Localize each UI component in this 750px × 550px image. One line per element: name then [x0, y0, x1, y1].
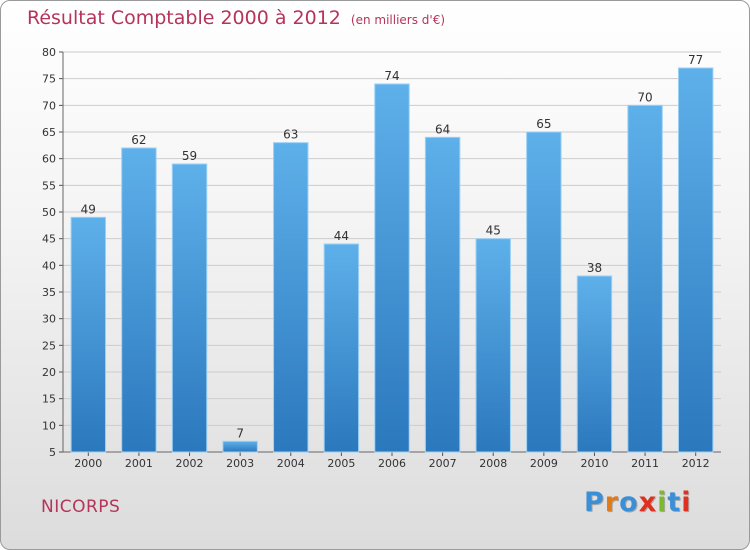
y-tick-label: 20	[42, 366, 56, 379]
logo-letter: P	[584, 487, 605, 518]
bar-2011	[627, 104, 663, 453]
logo-letter: t	[667, 487, 682, 518]
data-label-2007: 64	[435, 122, 450, 136]
chart-title: Résultat Comptable 2000 à 2012	[27, 7, 341, 29]
chart-subtitle: (en milliers d'€)	[350, 13, 446, 27]
data-label-2006: 74	[384, 69, 399, 83]
x-tick-label-2007: 2007	[429, 457, 457, 470]
y-tick-label: 50	[42, 206, 56, 219]
x-tick-label-2002: 2002	[176, 457, 204, 470]
logo-letter: i	[657, 487, 668, 518]
x-tick-label-2001: 2001	[125, 457, 153, 470]
y-tick-label: 15	[42, 393, 56, 406]
y-tick-label: 65	[42, 126, 56, 139]
data-label-2005: 44	[334, 229, 349, 243]
bar-2010	[576, 275, 613, 453]
data-label-2011: 70	[637, 90, 652, 104]
bar-2012	[677, 67, 714, 453]
data-label-2000: 49	[81, 202, 96, 216]
chart-title-row: Résultat Comptable 2000 à 2012 (en millie…	[27, 7, 445, 29]
x-tick-label-2009: 2009	[530, 457, 558, 470]
data-labels: 49 62 59 7 63 44 74 64 45 65 38 70 77	[81, 53, 704, 440]
y-tick-label: 70	[42, 99, 56, 112]
bar-2001	[121, 147, 157, 453]
y-tick-label: 5	[49, 446, 56, 459]
y-tick-label: 25	[42, 339, 56, 352]
logo-letter: x	[638, 487, 658, 518]
bar-2005	[323, 243, 360, 453]
bar-2006	[374, 83, 410, 453]
axes: 5 10 15 20 25 30 35 40 45 50 55 60 65 70 75 80 2000 2001 2…	[42, 46, 721, 470]
y-tick-label: 80	[42, 46, 56, 59]
y-tick-label: 35	[42, 286, 56, 299]
data-label-2012: 77	[688, 53, 703, 67]
y-tick-label: 30	[42, 313, 56, 326]
y-tick-label: 45	[42, 233, 56, 246]
bars	[70, 67, 714, 453]
x-tick-label-2011: 2011	[631, 457, 659, 470]
x-tick-label-2004: 2004	[277, 457, 305, 470]
data-label-2009: 65	[536, 117, 551, 131]
data-label-2008: 45	[486, 224, 501, 238]
x-tick-label-2010: 2010	[580, 457, 608, 470]
bar-2002	[171, 163, 208, 453]
x-tick-label-2003: 2003	[226, 457, 254, 470]
proxiti-logo: Proxiti	[584, 487, 692, 518]
y-tick-label: 40	[42, 259, 56, 272]
city-name: NICORPS	[41, 497, 121, 517]
bar-2000	[70, 216, 107, 453]
x-tick-label-2008: 2008	[479, 457, 507, 470]
bar-2004	[273, 142, 309, 453]
y-tick-label: 60	[42, 153, 56, 166]
data-label-2010: 38	[587, 261, 602, 275]
bar-2003	[222, 440, 258, 453]
x-tick-label-2006: 2006	[378, 457, 406, 470]
data-label-2001: 62	[131, 133, 146, 147]
bar-2009	[526, 131, 562, 453]
logo-letter: r	[604, 487, 620, 518]
x-tick-label-2012: 2012	[682, 457, 710, 470]
y-tick-label: 55	[42, 179, 56, 192]
x-tick-label-2005: 2005	[327, 457, 355, 470]
data-label-2002: 59	[182, 149, 197, 163]
data-label-2004: 63	[283, 128, 298, 142]
bar-2007	[424, 136, 461, 453]
x-tick-label-2000: 2000	[74, 457, 102, 470]
y-tick-label: 10	[42, 419, 56, 432]
data-label-2003: 7	[236, 426, 244, 440]
y-tick-label: 75	[42, 73, 56, 86]
logo-letter: i	[681, 487, 692, 518]
bar-2008	[475, 238, 511, 453]
logo-letter: o	[619, 487, 639, 518]
